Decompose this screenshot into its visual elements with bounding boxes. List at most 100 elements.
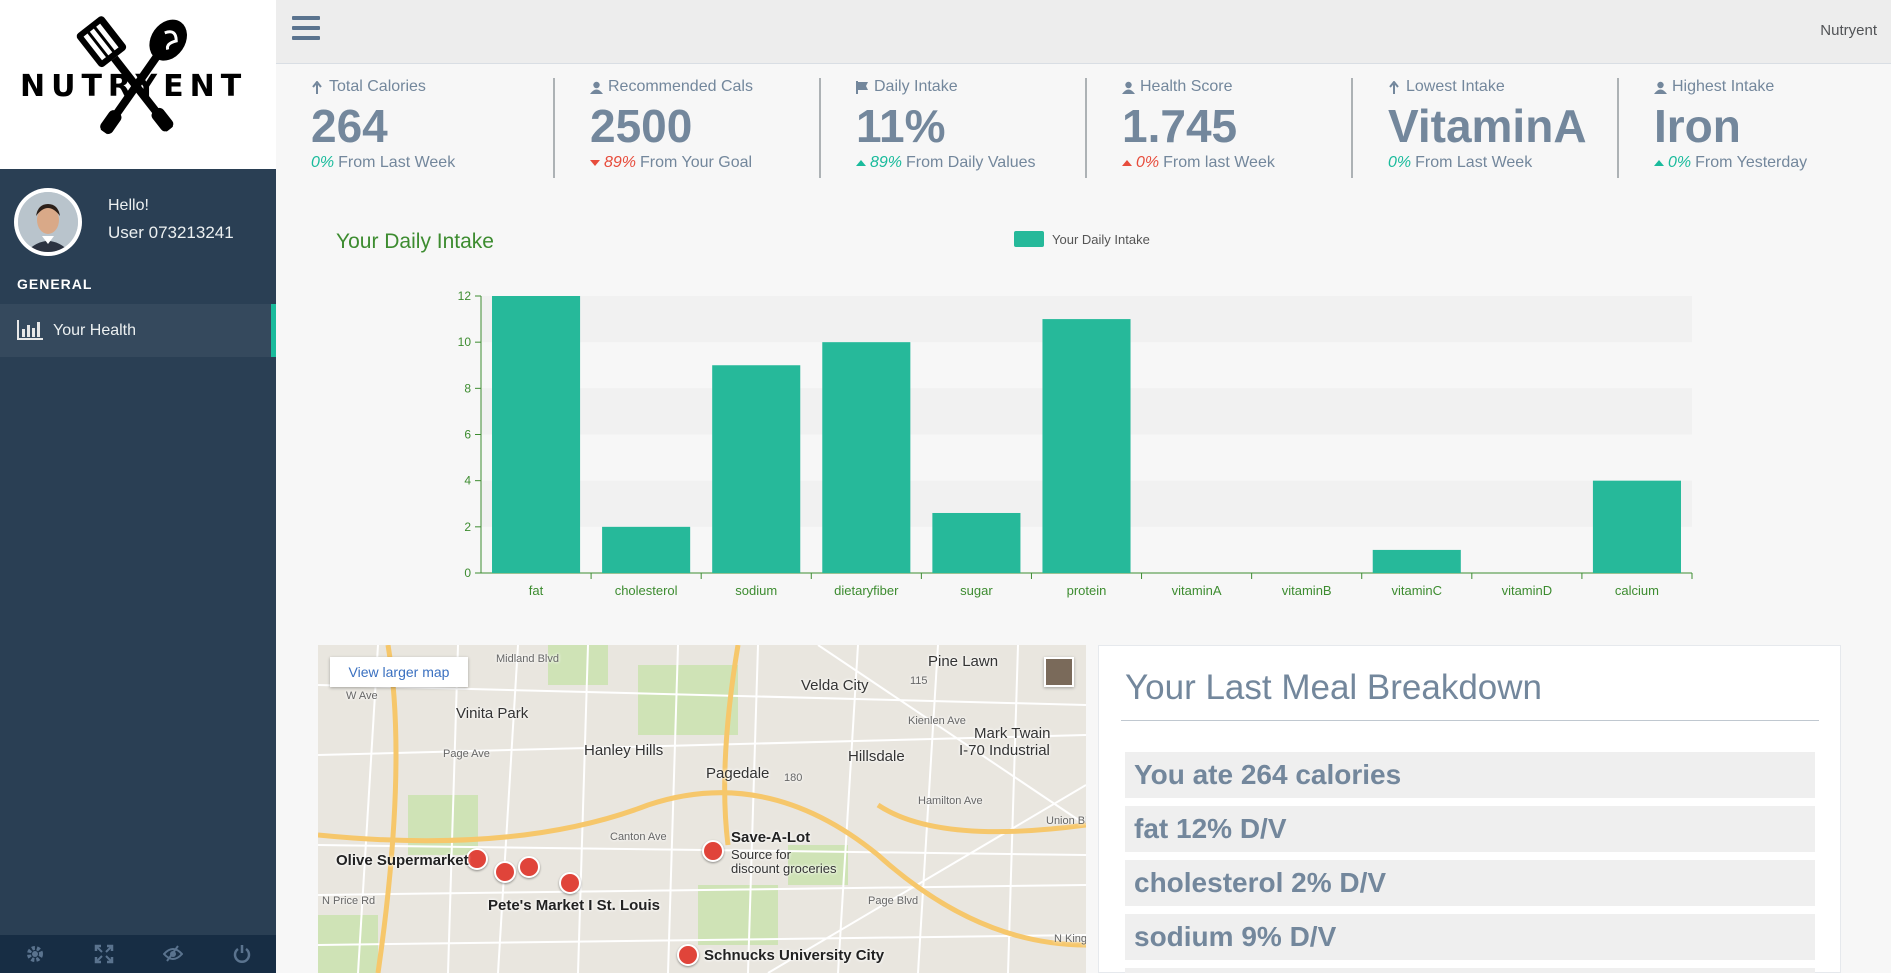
tile-label: Lowest Intake <box>1406 78 1505 95</box>
tile-value: 264 <box>311 100 388 152</box>
chart-bar <box>602 526 691 573</box>
tile-total-calories: Total Calories 264 0% From Last Week <box>276 78 541 178</box>
grocery-pin[interactable] <box>559 872 581 894</box>
section-title-general: GENERAL <box>17 276 93 292</box>
sidebar: NUTRYENT Hello! User 073213241 GENERAL <box>0 0 276 973</box>
stat-tiles: Total Calories 264 0% From Last Week Reco… <box>276 64 1891 179</box>
meal-row: You ate 264 calories <box>1125 752 1815 798</box>
map-label: Mark Twain <box>974 725 1051 742</box>
chart-title: Your Daily Intake <box>336 230 494 253</box>
x-tick-label: calcium <box>1615 583 1659 598</box>
tile-value: 11% <box>856 100 946 152</box>
sidebar-item-label: Your Health <box>53 322 137 339</box>
username: User 073213241 <box>108 223 234 242</box>
chart-legend[interactable]: Your Daily Intake <box>1014 231 1150 247</box>
logout-button[interactable] <box>207 935 276 973</box>
lock-button[interactable] <box>138 935 207 973</box>
map-label: Olive Supermarket <box>336 852 469 869</box>
avatar[interactable] <box>14 188 82 256</box>
tile-health-score: Health Score 1.745 0% From last Week <box>1085 78 1350 178</box>
settings-button[interactable] <box>0 935 69 973</box>
x-tick-label: vitaminD <box>1502 583 1553 598</box>
daily-intake-chart: 0 2 4 6 8 10 12 fat cholesterol sodium dietaryfibe… <box>458 289 1693 598</box>
chart-bar <box>822 342 911 573</box>
tile-change: 0% <box>1388 154 1412 171</box>
map-label: Hamilton Ave <box>918 795 983 807</box>
meal-title: Your Last Meal Breakdown <box>1125 668 1543 707</box>
map-streets <box>318 645 1086 973</box>
grocery-pin[interactable] <box>518 856 540 878</box>
x-tick-label: vitaminA <box>1172 583 1222 598</box>
tile-suffix: From Last Week <box>1415 154 1533 171</box>
tile-change: 0% <box>1668 154 1692 171</box>
chart-bar <box>712 365 801 573</box>
tile-change: 89% <box>870 154 903 171</box>
map-label: 115 <box>910 675 928 687</box>
bar-chart-icon <box>17 320 43 340</box>
chart-bar <box>932 512 1021 573</box>
arrow-up-icon <box>856 160 866 166</box>
map-label: N Kingsh <box>1054 933 1086 945</box>
map-label: Midland Blvd <box>496 653 559 665</box>
grocery-pin[interactable] <box>702 840 724 862</box>
map-label: Hillsdale <box>848 748 905 765</box>
tile-label: Total Calories <box>329 78 426 95</box>
y-tick-label: 0 <box>464 566 471 580</box>
map-label: Pete's Market I St. Louis <box>488 897 660 914</box>
map-label: W Ave <box>346 690 378 702</box>
x-tick-label: fat <box>529 583 544 598</box>
chart-bar <box>1592 480 1681 573</box>
last-meal-breakdown-panel: Your Last Meal Breakdown You ate 264 cal… <box>1098 645 1841 973</box>
greeting: Hello! <box>108 197 149 214</box>
sidebar-item-your-health[interactable]: Your Health <box>0 304 276 357</box>
arrow-up-icon <box>1122 160 1132 166</box>
tile-lowest-intake: Lowest Intake VitaminA 0% From Last Week <box>1351 78 1616 178</box>
x-tick-label: sugar <box>960 583 993 598</box>
chart-bar <box>492 296 581 573</box>
chart-bar <box>1372 549 1461 573</box>
street-view-thumbnail[interactable] <box>1044 657 1074 687</box>
map-label: I-70 Industrial <box>959 742 1050 759</box>
legend-label: Your Daily Intake <box>1052 231 1150 247</box>
tile-value: Iron <box>1654 100 1741 152</box>
map-label: Velda City <box>801 677 869 694</box>
daily-intake-chart-panel: 0 2 4 6 8 10 12 fat cholesterol sodium dietaryfibe… <box>276 218 1776 608</box>
x-tick-label: dietaryfiber <box>834 583 899 598</box>
fullscreen-button[interactable] <box>69 935 138 973</box>
app-name[interactable]: Nutryent <box>1820 22 1877 39</box>
settings-icon <box>26 946 43 962</box>
arrow-up-icon <box>1654 160 1664 166</box>
y-tick-label: 4 <box>464 474 471 488</box>
logo[interactable]: NUTRYENT <box>0 0 276 169</box>
grocery-pin[interactable] <box>677 944 699 966</box>
chart-bar <box>1042 319 1131 573</box>
arrow-up-icon <box>1389 80 1399 94</box>
user-icon <box>1654 81 1667 94</box>
map-label: Pagedale <box>706 765 770 782</box>
map-label: Schnucks University City <box>704 947 885 964</box>
x-tick-label: vitaminB <box>1282 583 1332 598</box>
tile-change: 0% <box>311 154 335 171</box>
map-label: Hanley Hills <box>584 742 664 759</box>
logo-text: NUTRYENT <box>20 69 248 104</box>
tile-daily-intake: Daily Intake 11% 89% From Daily Values <box>819 78 1084 178</box>
view-larger-map-button[interactable]: View larger map <box>330 657 468 687</box>
x-tick-label: vitaminC <box>1391 583 1442 598</box>
x-tick-label: protein <box>1067 583 1107 598</box>
map-label: Pine Lawn <box>928 653 999 670</box>
divider <box>1121 720 1819 721</box>
map-label: Page Blvd <box>868 895 919 907</box>
y-tick-label: 8 <box>464 381 471 395</box>
map-label: Canton Ave <box>610 831 667 843</box>
meal-row: fat 12% D/V <box>1125 806 1815 852</box>
map-label: Save-A-Lot <box>731 829 811 846</box>
grocery-pin[interactable] <box>466 848 488 870</box>
menu-toggle-button[interactable] <box>292 16 320 44</box>
map-label: Source for <box>731 847 791 862</box>
grocery-map[interactable]: View larger map Pine Lawn Velda City Vin… <box>318 645 1086 973</box>
user-icon <box>1122 81 1135 94</box>
eye-slash-icon <box>162 945 183 962</box>
tile-recommended-cals: Recommended Cals 2500 89% From Your Goal <box>553 78 818 178</box>
flag-icon <box>856 80 868 94</box>
grocery-pin[interactable] <box>494 861 516 883</box>
